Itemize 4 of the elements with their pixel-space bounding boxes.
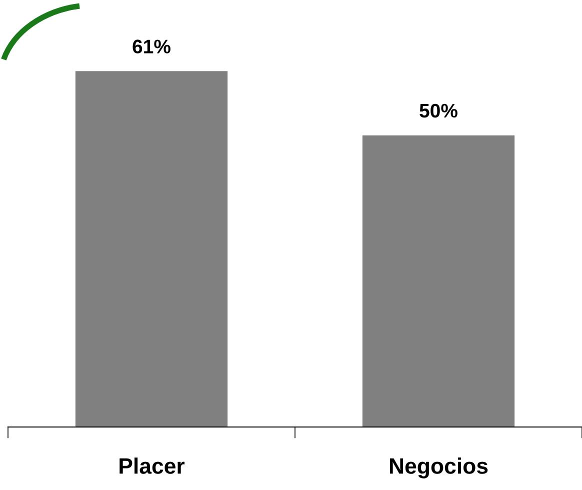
x-tick-label: Placer: [120, 458, 185, 474]
data-label: 61%: [132, 40, 170, 54]
data-label: 50%: [420, 104, 458, 118]
x-tick-label: Negocios: [390, 458, 488, 478]
